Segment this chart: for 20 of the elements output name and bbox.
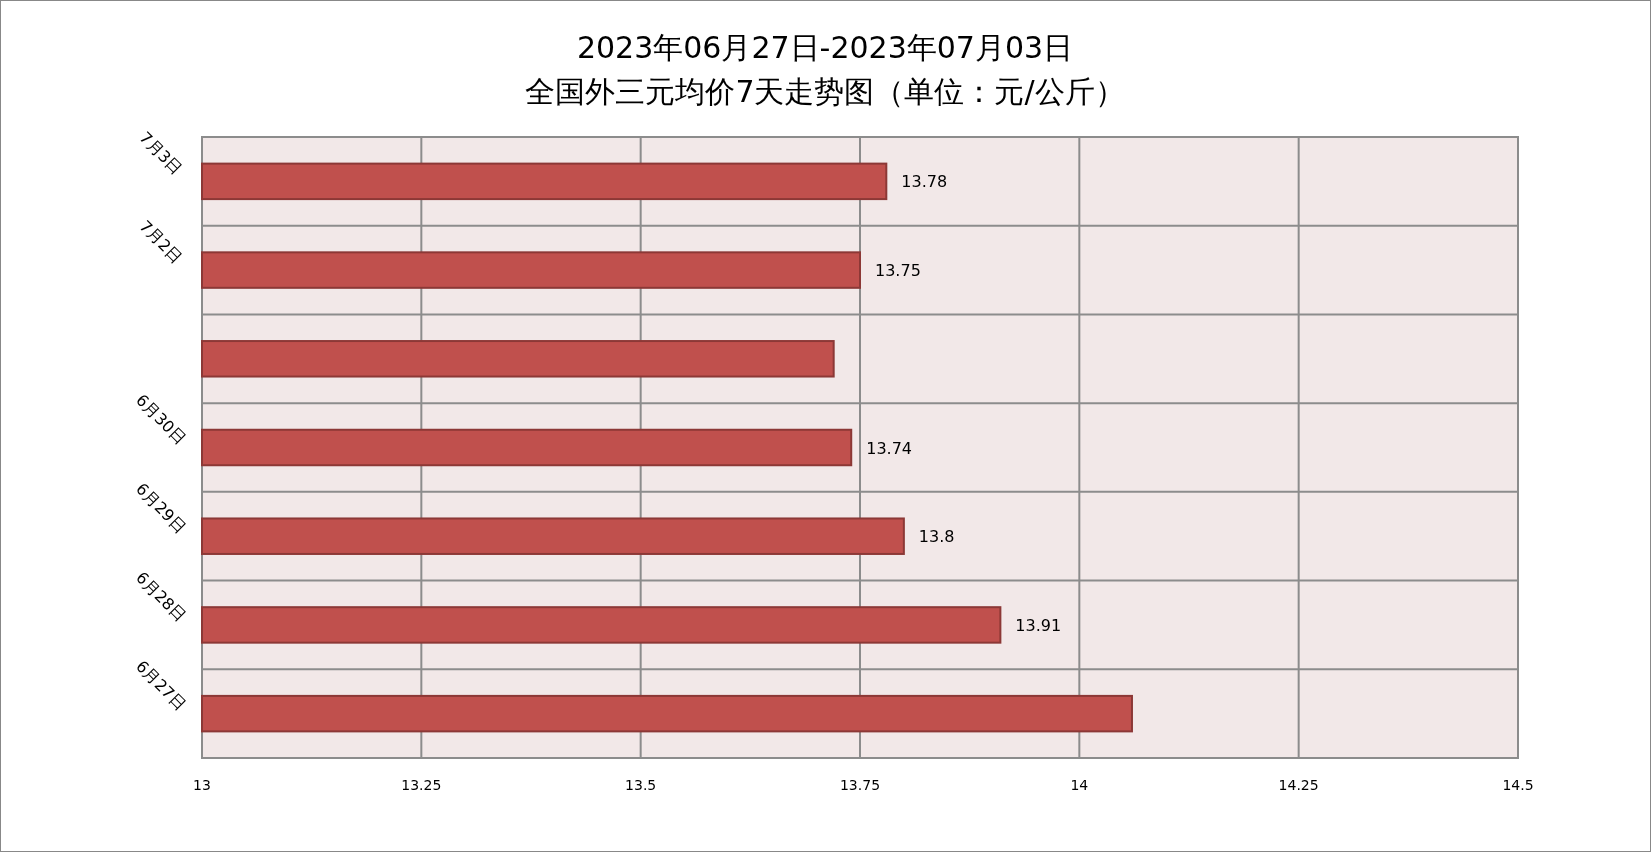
y-tick-label: 6月28日: [132, 567, 190, 626]
x-tick-label: 13.75: [839, 777, 881, 793]
chart-title: 2023年06月27日-2023年07月03日: [576, 30, 1074, 65]
data-label: 13.75: [875, 261, 921, 281]
x-tick-label: 13: [193, 777, 211, 793]
y-tick-label: 6月27日: [132, 656, 190, 715]
x-tick-label: 13.25: [401, 777, 442, 793]
chart-subtitle: 全国外三元均价7天走势图（单位：元/公斤）: [525, 74, 1125, 109]
data-label: 13.74: [866, 438, 913, 458]
y-tick-label: 7月3日: [135, 127, 187, 179]
x-tick-label: 14: [1070, 777, 1089, 793]
y-tick-label: 6月29日: [132, 479, 190, 537]
data-label: 13.78: [901, 172, 948, 192]
x-tick-label: 14.25: [1278, 777, 1319, 793]
x-tick-label: 14.5: [1502, 777, 1534, 793]
x-tick-label: 13.5: [625, 777, 657, 793]
y-tick-label: 6月30日: [132, 390, 190, 449]
data-label: 13.8: [918, 527, 955, 547]
y-tick-label: 7月2日: [135, 216, 187, 268]
data-label: 13.91: [1015, 615, 1062, 635]
